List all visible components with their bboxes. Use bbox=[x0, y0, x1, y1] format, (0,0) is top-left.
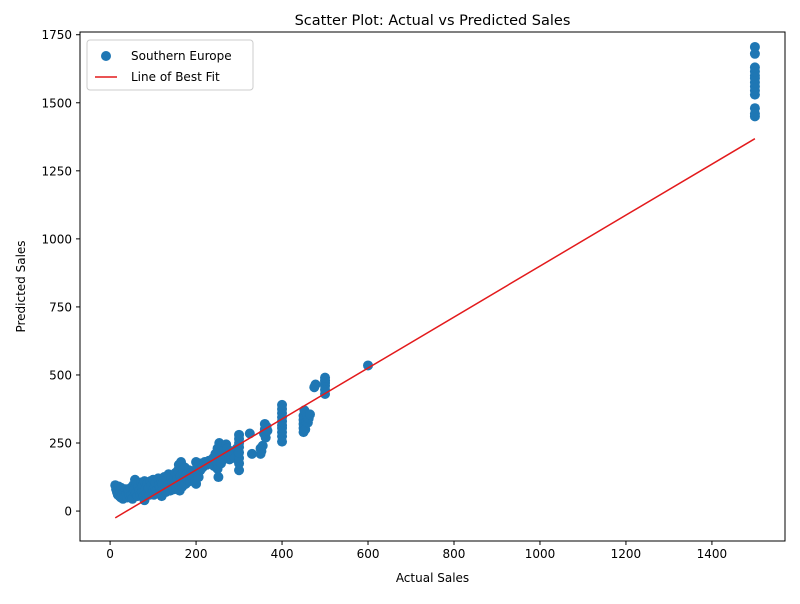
legend-box bbox=[86, 39, 254, 91]
data-point bbox=[363, 360, 374, 371]
data-point bbox=[234, 429, 245, 440]
y-tick-label: 1750 bbox=[41, 28, 72, 42]
x-tick-label: 1400 bbox=[697, 547, 728, 561]
chart-title: Scatter Plot: Actual vs Predicted Sales bbox=[295, 13, 571, 29]
y-axis-label: Predicted Sales bbox=[14, 240, 28, 332]
data-point bbox=[749, 103, 760, 114]
y-tick-label: 500 bbox=[49, 368, 72, 382]
y-tick-label: 1000 bbox=[41, 232, 72, 246]
data-point bbox=[320, 372, 331, 383]
x-tick-label: 400 bbox=[271, 547, 294, 561]
data-point bbox=[277, 399, 288, 410]
data-point bbox=[257, 440, 268, 451]
data-point bbox=[304, 409, 315, 420]
x-tick-label: 1200 bbox=[611, 547, 642, 561]
best-fit-line-layer bbox=[114, 138, 756, 519]
x-tick-label: 600 bbox=[357, 547, 380, 561]
y-tick-label: 250 bbox=[49, 437, 72, 451]
legend-label-best-fit: Line of Best Fit bbox=[131, 70, 220, 84]
y-axis-ticks: 0 250 500 750 1000 1250 1500 1750 bbox=[41, 28, 80, 519]
best-fit-line bbox=[114, 138, 756, 519]
data-point bbox=[246, 448, 257, 459]
data-point bbox=[244, 428, 255, 439]
data-point bbox=[213, 472, 224, 483]
y-tick-label: 750 bbox=[49, 300, 72, 314]
y-tick-label: 1250 bbox=[41, 164, 72, 178]
data-point bbox=[749, 62, 760, 73]
scatter-points bbox=[110, 41, 760, 506]
x-tick-label: 800 bbox=[443, 547, 466, 561]
data-point bbox=[749, 41, 760, 52]
data-point bbox=[262, 425, 273, 436]
x-tick-label: 0 bbox=[106, 547, 114, 561]
x-axis-label: Actual Sales bbox=[396, 571, 469, 585]
legend: Southern Europe Line of Best Fit bbox=[86, 39, 254, 91]
x-tick-label: 1000 bbox=[525, 547, 556, 561]
x-tick-label: 200 bbox=[185, 547, 208, 561]
y-tick-label: 1500 bbox=[41, 96, 72, 110]
axes-frame bbox=[79, 31, 786, 542]
data-point bbox=[310, 379, 321, 390]
legend-marker-southern-europe bbox=[101, 51, 111, 61]
y-tick-label: 0 bbox=[64, 505, 72, 519]
x-axis-ticks: 0 200 400 600 800 1000 1200 1400 bbox=[106, 541, 727, 561]
legend-label-southern-europe: Southern Europe bbox=[131, 49, 232, 63]
